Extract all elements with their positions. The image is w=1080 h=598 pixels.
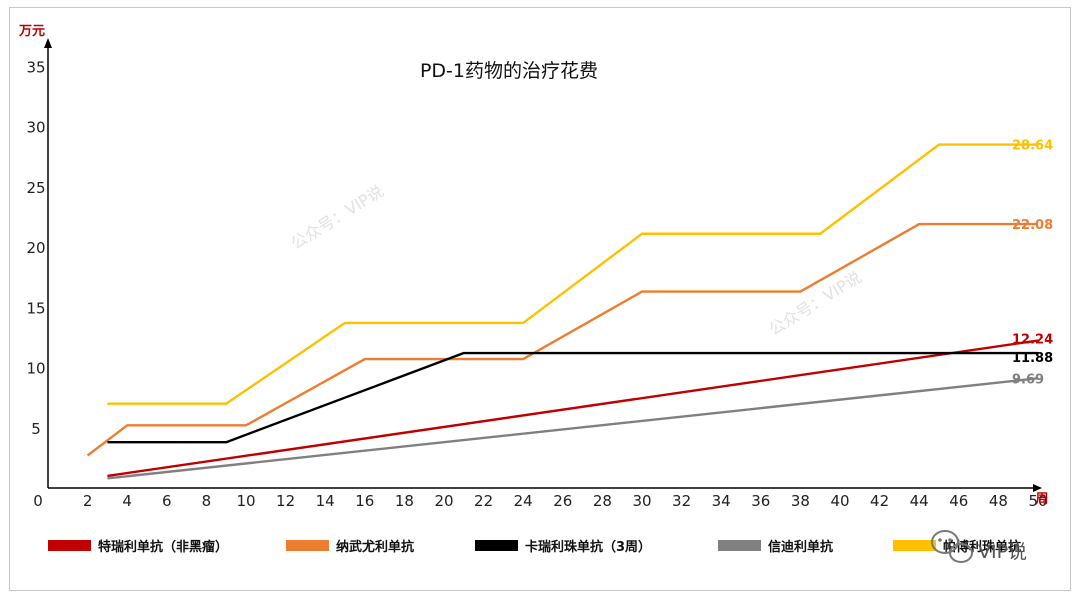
x-tick-label: 2 <box>83 492 93 510</box>
x-tick-label: 10 <box>236 492 255 510</box>
legend-swatch <box>718 540 761 551</box>
x-tick-label: 24 <box>514 492 533 510</box>
series-end-label: 22.08 <box>1012 218 1053 233</box>
x-tick-label: 26 <box>553 492 572 510</box>
legend-label: 纳武尤利单抗 <box>336 539 414 555</box>
x-axis-arrow <box>1033 484 1042 492</box>
series-end-label: 12.24 <box>1012 333 1053 348</box>
x-tick-label: 34 <box>712 492 731 510</box>
x-tick-label: 46 <box>949 492 968 510</box>
chart-frame <box>9 7 1071 591</box>
watermark-text: 公众号：VIP说 <box>287 181 386 253</box>
y-tick-label: 15 <box>26 299 45 317</box>
legend-label: 信迪利单抗 <box>768 539 833 555</box>
x-tick-label: 22 <box>474 492 493 510</box>
chart-title: PD-1药物的治疗花费 <box>420 60 598 82</box>
x-tick-label: 40 <box>830 492 849 510</box>
y-tick-label: 5 <box>31 420 41 438</box>
y-tick-label: 35 <box>26 58 45 76</box>
legend-swatch <box>286 540 329 551</box>
watermark-text: 公众号：VIP说 <box>765 267 864 339</box>
legend-label: 卡瑞利珠单抗（3周） <box>525 539 651 555</box>
wechat-icon <box>931 530 973 563</box>
x-tick-label: 28 <box>593 492 612 510</box>
series-end-label: 11.88 <box>1012 351 1053 366</box>
x-axis-label: 周 <box>1035 492 1048 507</box>
x-tick-label: 4 <box>122 492 132 510</box>
x-tick-label: 36 <box>751 492 770 510</box>
brand-text: VIP说 <box>978 541 1027 563</box>
x-tick-label: 42 <box>870 492 889 510</box>
y-tick-label: 25 <box>26 179 45 197</box>
series-line <box>107 351 1038 444</box>
y-axis-label: 万元 <box>18 24 45 39</box>
y-tick-label: 10 <box>26 360 45 378</box>
legend-label: 特瑞利单抗（非黑瘤） <box>98 539 228 555</box>
y-tick-label: 20 <box>26 239 45 257</box>
legend-label: 帕博利珠单抗 <box>943 539 1021 555</box>
x-tick-label: 14 <box>316 492 335 510</box>
x-tick-label: 6 <box>162 492 172 510</box>
brand-mark: VIP说 <box>931 530 1027 563</box>
series-end-label: 28.64 <box>1012 139 1053 154</box>
x-tick-label: 50 <box>1028 492 1047 510</box>
x-tick-label: 20 <box>434 492 453 510</box>
x-tick-label: 12 <box>276 492 295 510</box>
series-line <box>107 143 1038 405</box>
origin-label: 0 <box>33 492 43 510</box>
series-line <box>86 222 1038 457</box>
legend-swatch <box>893 540 936 551</box>
legend-swatch <box>475 540 518 551</box>
legend-swatch <box>48 540 91 551</box>
x-tick-label: 48 <box>989 492 1008 510</box>
x-tick-label: 16 <box>355 492 374 510</box>
x-tick-label: 30 <box>632 492 651 510</box>
series-line <box>107 339 1039 478</box>
series-line <box>107 377 1039 480</box>
x-tick-label: 44 <box>910 492 929 510</box>
series-end-label: 9.69 <box>1012 372 1044 387</box>
x-tick-label: 38 <box>791 492 810 510</box>
x-tick-label: 18 <box>395 492 414 510</box>
x-tick-label: 32 <box>672 492 691 510</box>
x-tick-label: 8 <box>202 492 212 510</box>
y-axis-arrow <box>44 38 52 48</box>
y-tick-label: 30 <box>26 119 45 137</box>
